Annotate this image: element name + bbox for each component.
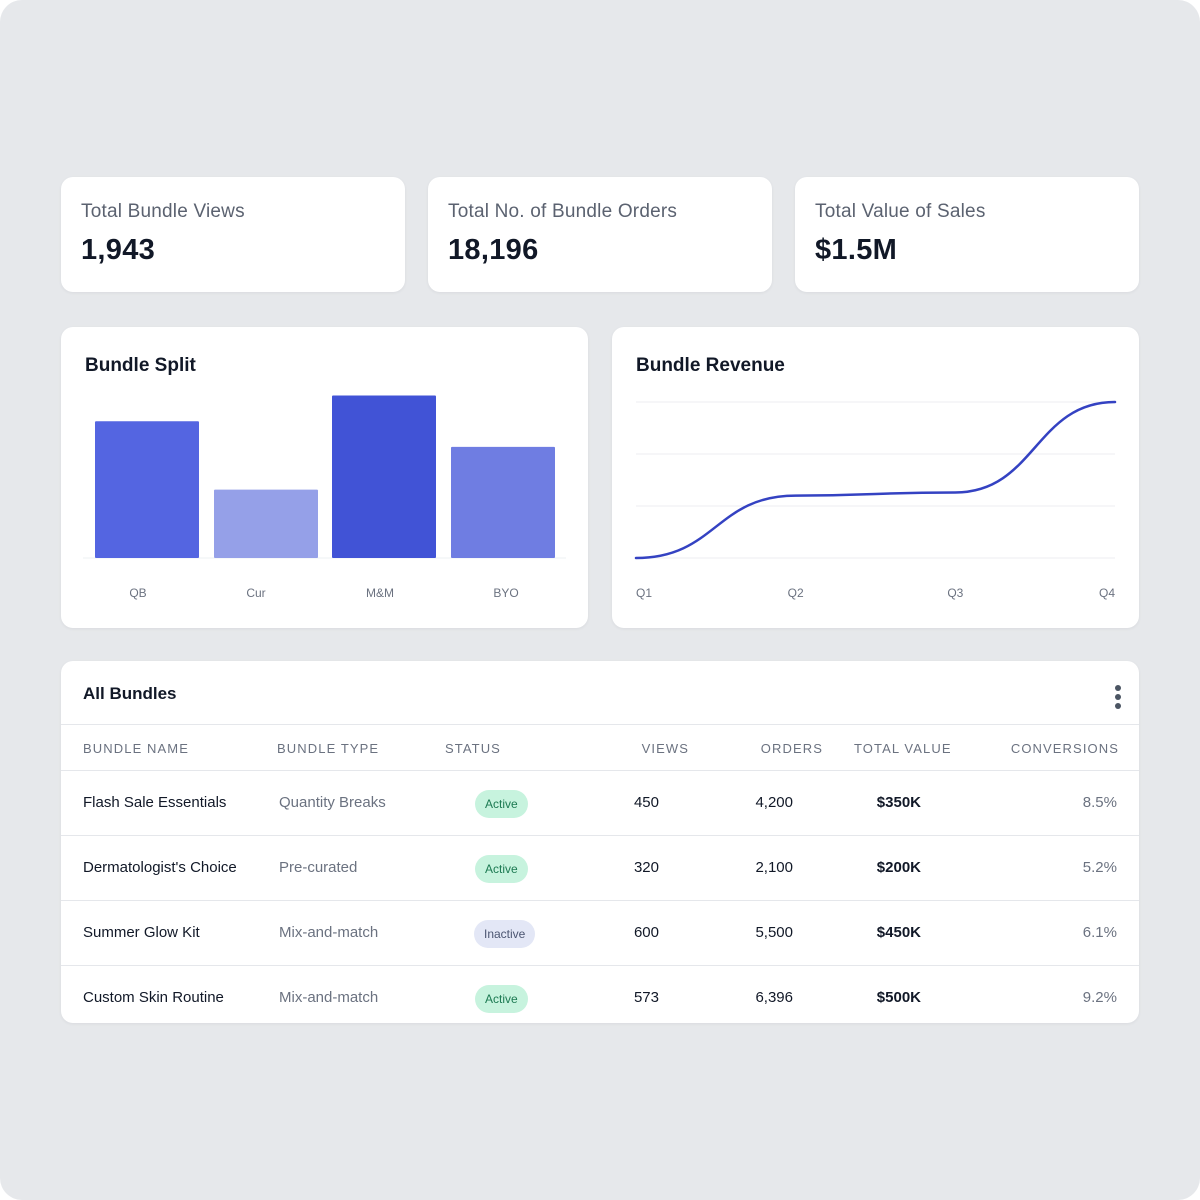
kpi-value: 1,943 — [81, 234, 156, 266]
bar-cur[interactable] — [214, 489, 318, 558]
status-badge: Active — [475, 985, 528, 1013]
bundle-type: Quantity Breaks — [279, 794, 386, 811]
table-row[interactable]: Flash Sale Essentials Quantity Breaks Acti… — [61, 770, 1139, 835]
status-badge: Active — [475, 855, 528, 883]
kpi-title: Total Value of Sales — [815, 201, 986, 222]
revenue-series-line[interactable] — [634, 400, 1117, 560]
orders-value: 6,396 — [755, 989, 793, 1006]
conversion-rate: 9.2% — [1082, 989, 1117, 1006]
bundle-type: Mix-and-match — [279, 924, 379, 941]
x-tick-label: Q1 — [636, 586, 652, 600]
bar-mm[interactable] — [332, 395, 436, 558]
total-value: $350K — [876, 794, 921, 811]
bundle-name[interactable]: Flash Sale Essentials — [83, 794, 227, 811]
column-header-bundle-name[interactable]: BUNDLE NAME — [83, 741, 190, 756]
column-header-status[interactable]: STATUS — [445, 741, 501, 756]
x-tick-label: M&M — [366, 586, 394, 600]
all-bundles-table: All Bundles BUNDLE NAME BUNDLE TYPE STAT… — [61, 661, 1139, 1023]
column-header-orders[interactable]: ORDERS — [760, 741, 823, 756]
orders-value: 4,200 — [755, 794, 793, 811]
table-row[interactable]: Dermatologist's Choice Pre-curated Active 3… — [61, 835, 1139, 900]
x-tick-label: Q3 — [947, 586, 963, 600]
kpi-card-bundle-views: Total Bundle Views 1,943 — [61, 177, 405, 292]
x-tick-label: Cur — [246, 586, 265, 600]
total-value: $200K — [876, 859, 921, 876]
table-title: All Bundles — [83, 684, 177, 703]
x-tick-label: Q2 — [788, 586, 804, 600]
status-badge: Inactive — [474, 920, 536, 948]
conversion-rate: 8.5% — [1082, 794, 1117, 811]
kpi-value: 18,196 — [448, 234, 539, 266]
more-vertical-icon[interactable] — [1113, 685, 1123, 711]
bundle-revenue-card: Bundle Revenue Q1 Q2 Q3 Q4 — [612, 327, 1139, 628]
bundle-split-card: Bundle Split QB Cur M&M BYO — [61, 327, 588, 628]
bundle-revenue-chart: Q1 Q2 Q3 Q4 — [634, 400, 1117, 600]
conversion-rate: 5.2% — [1082, 859, 1117, 876]
kpi-value: $1.5M — [815, 234, 898, 266]
table-header-bar: All Bundles — [61, 661, 1139, 725]
bundle-type: Mix-and-match — [279, 989, 379, 1006]
x-tick-label: Q4 — [1099, 586, 1115, 600]
views-value: 600 — [633, 924, 659, 941]
kpi-card-bundle-orders: Total No. of Bundle Orders 18,196 — [428, 177, 772, 292]
total-value: $450K — [876, 924, 921, 941]
bundle-type: Pre-curated — [279, 859, 358, 876]
conversion-rate: 6.1% — [1082, 924, 1117, 941]
bar-qb[interactable] — [95, 421, 199, 558]
column-header-views[interactable]: VIEWS — [641, 741, 689, 756]
bundle-name[interactable]: Custom Skin Routine — [83, 989, 224, 1006]
chart-title: Bundle Revenue — [636, 355, 785, 376]
orders-value: 5,500 — [755, 924, 793, 941]
bundle-name[interactable]: Summer Glow Kit — [83, 924, 200, 941]
kpi-title: Total No. of Bundle Orders — [448, 201, 678, 222]
bundle-split-chart: QB Cur M&M BYO — [83, 395, 566, 600]
orders-value: 2,100 — [755, 859, 793, 876]
x-tick-label: QB — [129, 586, 146, 600]
views-value: 573 — [633, 989, 659, 1006]
column-header-conversions[interactable]: CONVERSIONS — [1010, 741, 1119, 756]
kpi-title: Total Bundle Views — [81, 201, 245, 222]
chart-title: Bundle Split — [85, 355, 196, 376]
views-value: 320 — [633, 859, 659, 876]
bundle-name[interactable]: Dermatologist's Choice — [83, 859, 237, 876]
column-header-bundle-type[interactable]: BUNDLE TYPE — [277, 741, 380, 756]
table-row[interactable]: Custom Skin Routine Mix-and-match Active 57… — [61, 965, 1139, 1030]
table-row[interactable]: Summer Glow Kit Mix-and-match Inactive 600 5… — [61, 900, 1139, 965]
column-header-total-value[interactable]: TOTAL VALUE — [854, 741, 952, 756]
views-value: 450 — [633, 794, 659, 811]
total-value: $500K — [876, 989, 921, 1006]
kpi-card-sales-value: Total Value of Sales $1.5M — [795, 177, 1139, 292]
bar-byo[interactable] — [451, 446, 555, 558]
status-badge: Active — [475, 790, 528, 818]
x-tick-label: BYO — [493, 586, 518, 600]
